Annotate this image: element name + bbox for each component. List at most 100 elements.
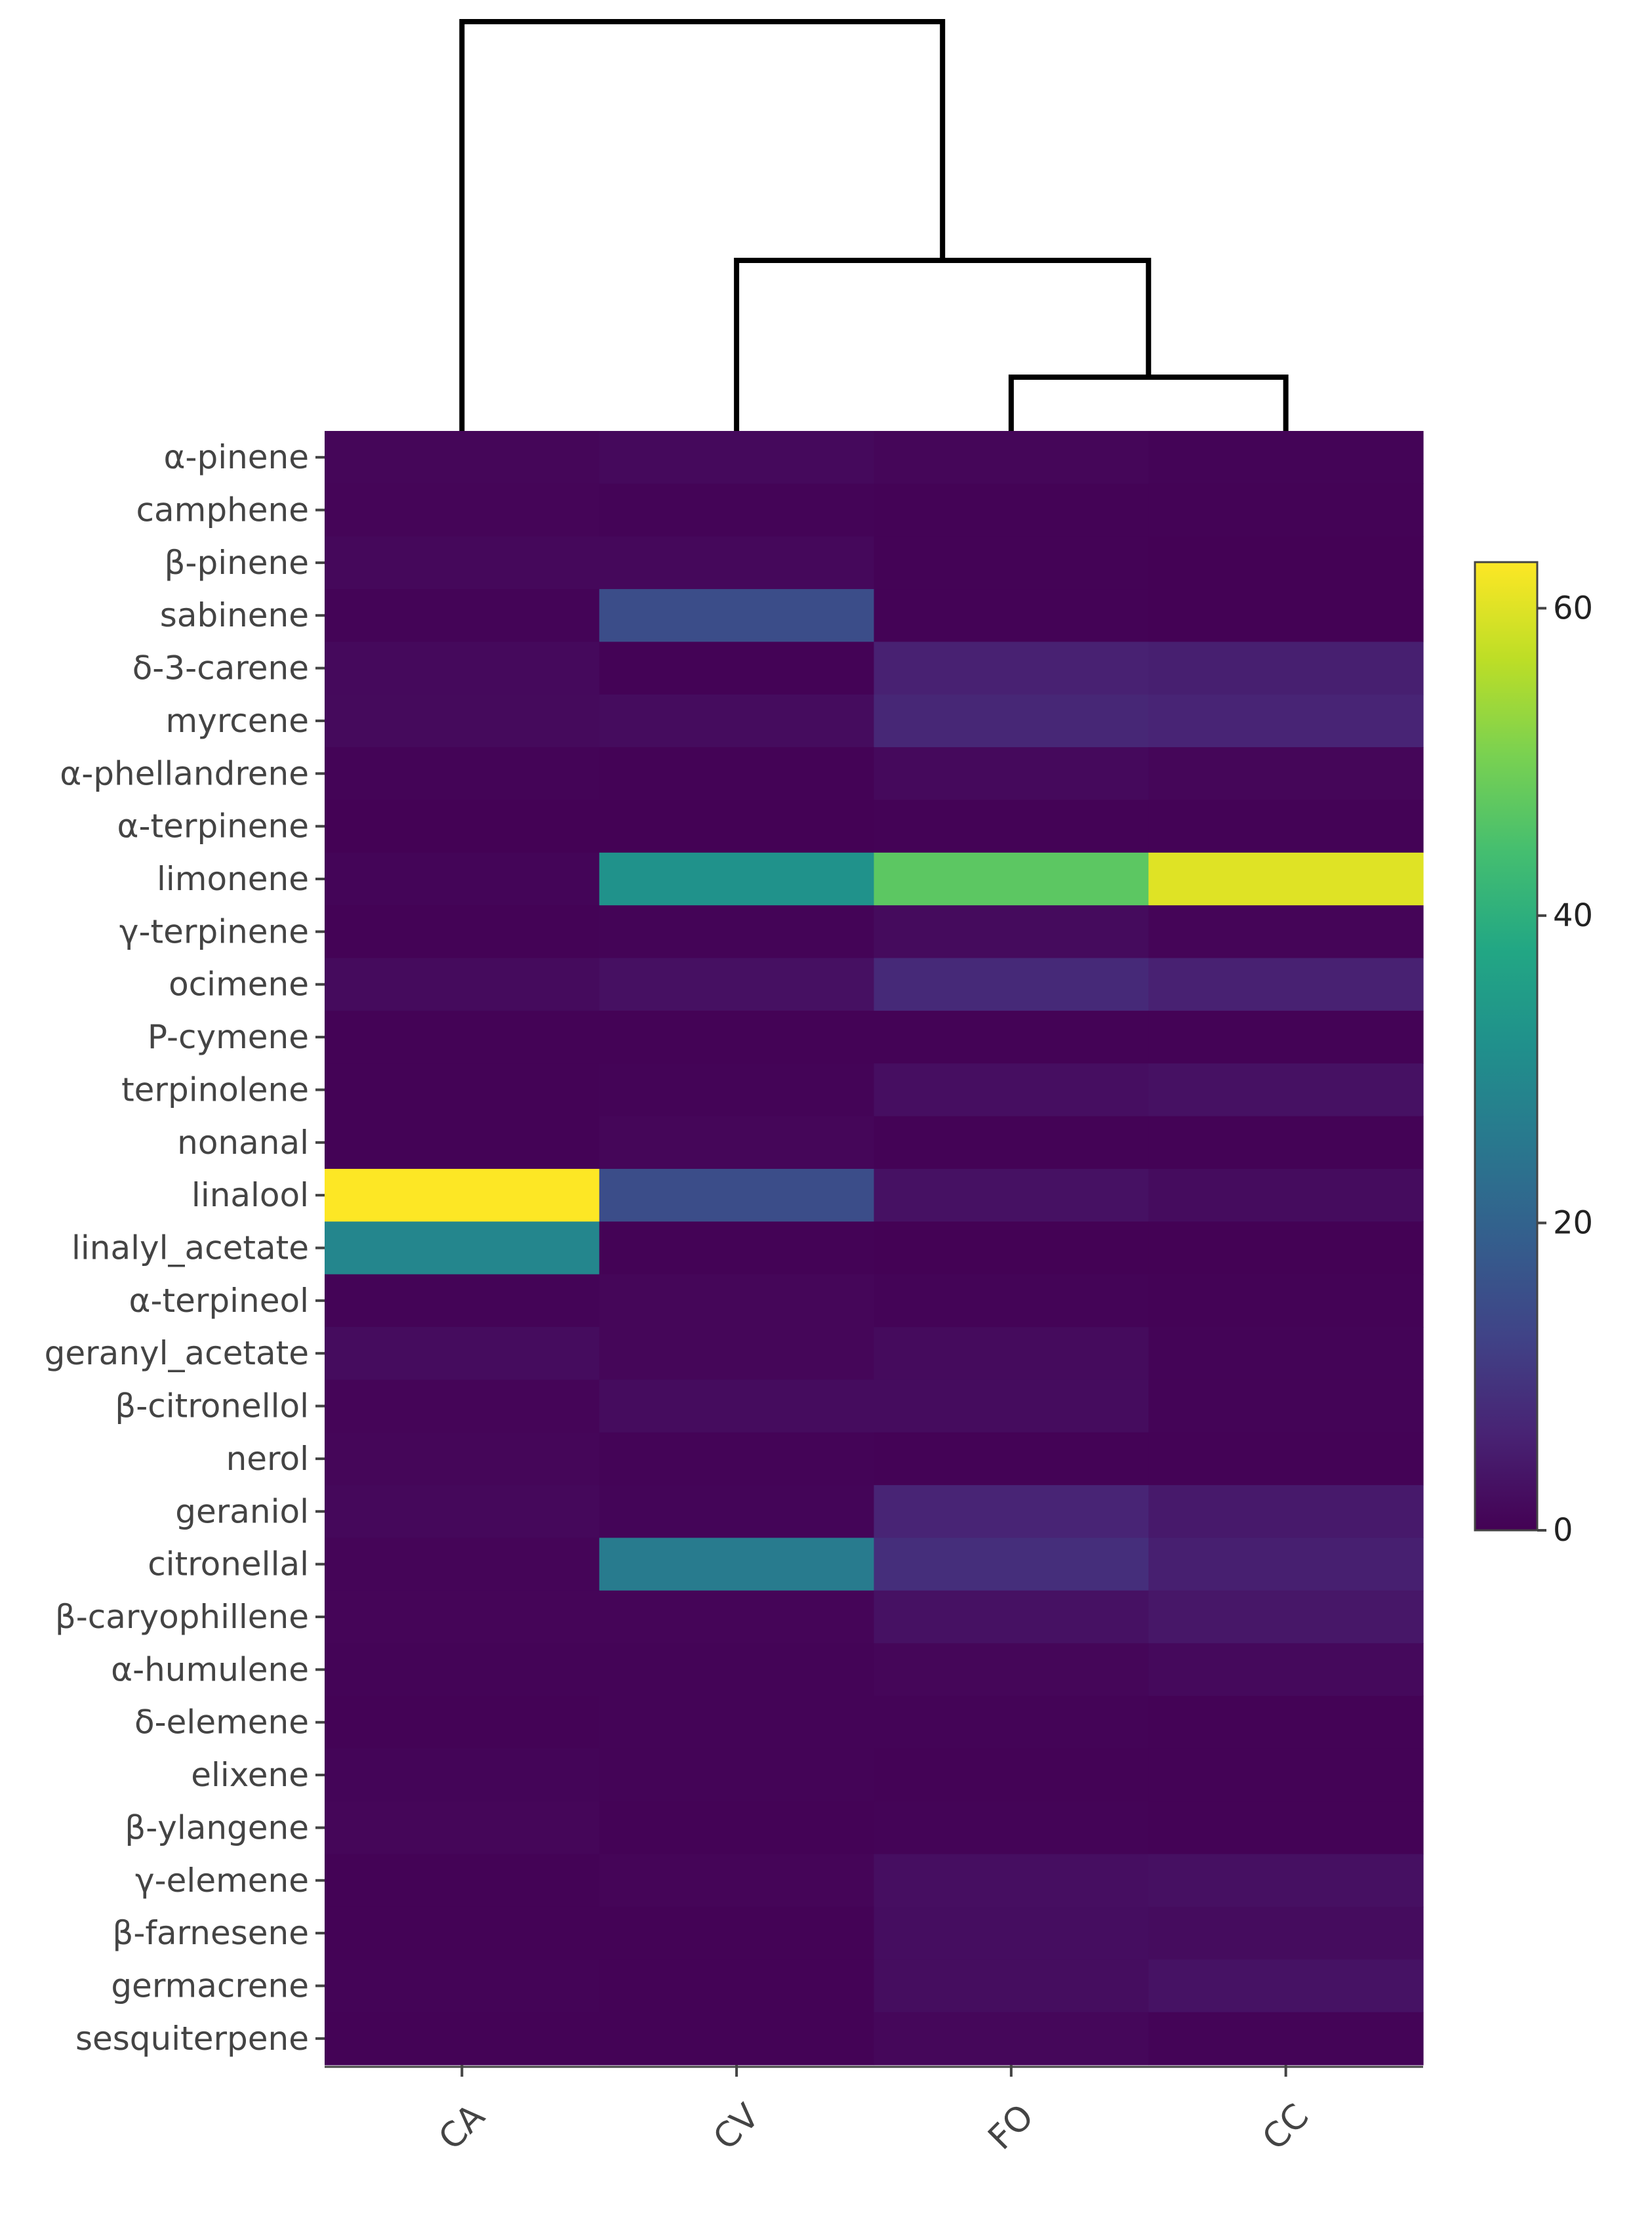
heatmap-cell xyxy=(874,1801,1149,1855)
heatmap-cells xyxy=(325,431,1424,2066)
row-label-sabinene: sabinene xyxy=(160,596,309,634)
heatmap-cell xyxy=(1148,431,1424,484)
heatmap-cell xyxy=(874,800,1149,853)
colorbar-tick-label: 60 xyxy=(1553,590,1593,626)
heatmap-cell xyxy=(874,483,1149,537)
heatmap-cell xyxy=(599,1327,875,1380)
heatmap-cell xyxy=(874,1221,1149,1275)
heatmap-cell xyxy=(599,1063,875,1117)
row-label-phellandrene: α-phellandrene xyxy=(60,754,309,792)
heatmap-cell xyxy=(599,1485,875,1539)
dendrogram-link xyxy=(1008,375,1289,434)
heatmap-cell xyxy=(1148,1485,1424,1539)
heatmap-cell xyxy=(325,747,600,801)
row-label-sesquiterpene: sesquiterpene xyxy=(75,2020,309,2058)
heatmap-cell xyxy=(325,1432,600,1486)
column-label-cc: CC xyxy=(1255,2096,1317,2158)
row-label-terpinene: α-terpinene xyxy=(117,807,309,846)
heatmap-cell xyxy=(599,1274,875,1328)
colorbar: 0 20 40 60 xyxy=(1474,561,1593,1549)
heatmap-cell xyxy=(874,1696,1149,1749)
heatmap-cell xyxy=(325,694,600,748)
heatmap-cell xyxy=(874,958,1149,1011)
heatmap-cell xyxy=(874,1063,1149,1117)
heatmap-cell xyxy=(325,536,600,590)
row-label-pinene: α-pinene xyxy=(163,438,309,476)
heatmap-cell xyxy=(874,905,1149,959)
heatmap-cell xyxy=(1148,1906,1424,1960)
heatmap-cell xyxy=(599,1854,875,1907)
heatmap-cell xyxy=(1148,1959,1424,2013)
heatmap-cell xyxy=(599,1748,875,1802)
heatmap-cell xyxy=(599,800,875,853)
heatmap-cell xyxy=(1148,1327,1424,1380)
heatmap-cell xyxy=(1148,1748,1424,1802)
heatmap-cell xyxy=(325,642,600,695)
heatmap-cell xyxy=(599,483,875,537)
row-label-elemene: γ-elemene xyxy=(135,1862,309,1900)
dendrogram-link xyxy=(459,19,946,434)
heatmap-cell xyxy=(1148,1274,1424,1328)
heatmap-cell xyxy=(325,1748,600,1802)
heatmap-cell xyxy=(1148,1010,1424,1064)
heatmap-cell xyxy=(325,483,600,537)
row-label-geranyl-acetate: geranyl_acetate xyxy=(45,1334,309,1372)
heatmap-cell xyxy=(1148,852,1424,906)
colorbar-tick-label: 0 xyxy=(1553,1512,1573,1549)
row-label-terpinene: γ-terpinene xyxy=(119,912,309,950)
row-label-elixene: elixene xyxy=(191,1756,309,1794)
heatmap-cell xyxy=(325,852,600,906)
heatmap-cell xyxy=(325,1959,600,2013)
heatmap-cell xyxy=(874,1168,1149,1222)
heatmap-cell xyxy=(874,431,1149,484)
heatmap-cell xyxy=(599,1538,875,1591)
heatmap-cell xyxy=(1148,1432,1424,1486)
heatmap-cell xyxy=(325,1063,600,1117)
heatmap-cell xyxy=(599,852,875,906)
heatmap-cell xyxy=(599,642,875,695)
heatmap-cell xyxy=(1148,747,1424,801)
row-label-ocimene: ocimene xyxy=(169,966,309,1004)
heatmap-cell xyxy=(325,1854,600,1907)
heatmap-cell xyxy=(1148,1590,1424,1644)
heatmap-cell xyxy=(325,1327,600,1380)
row-label-pinene: β-pinene xyxy=(165,544,309,582)
heatmap-cell xyxy=(874,642,1149,695)
heatmap-cell xyxy=(325,1010,600,1064)
heatmap-cell xyxy=(599,2012,875,2066)
heatmap-cell xyxy=(874,1643,1149,1697)
dendrogram-link xyxy=(734,258,1152,434)
heatmap-cell xyxy=(325,1116,600,1170)
row-label-geraniol: geraniol xyxy=(175,1492,309,1530)
heatmap-cell xyxy=(599,1116,875,1170)
heatmap-cell xyxy=(325,1485,600,1539)
heatmap-cell xyxy=(599,1643,875,1697)
heatmap-cell xyxy=(1148,1379,1424,1433)
heatmap-cell xyxy=(874,1327,1149,1380)
heatmap-cell xyxy=(599,1696,875,1749)
heatmap-cell xyxy=(1148,958,1424,1011)
row-label-elemene: δ-elemene xyxy=(134,1703,309,1742)
heatmap-cell xyxy=(325,1168,600,1222)
heatmap-cell xyxy=(874,1906,1149,1960)
heatmap-cell xyxy=(1148,694,1424,748)
heatmap-cell xyxy=(1148,1854,1424,1907)
heatmap-cell xyxy=(599,905,875,959)
heatmap-cell xyxy=(325,1221,600,1275)
heatmap-cell xyxy=(599,1168,875,1222)
column-dendrogram xyxy=(459,19,1289,434)
heatmap-cell xyxy=(874,852,1149,906)
row-label-citronellal: citronellal xyxy=(148,1545,309,1583)
column-label-fo: FO xyxy=(981,2097,1042,2158)
heatmap-cell xyxy=(599,536,875,590)
heatmap-cell xyxy=(325,958,600,1011)
heatmap-cell xyxy=(874,1538,1149,1591)
row-axis: α-pinene camphene β-pinene sabinene δ-3-care… xyxy=(45,438,325,2058)
heatmap-cell xyxy=(599,589,875,643)
row-label-linalyl-acetate: linalyl_acetate xyxy=(71,1229,309,1267)
row-label-nerol: nerol xyxy=(226,1440,309,1478)
heatmap-cell xyxy=(599,1379,875,1433)
row-label-linalool: linalool xyxy=(191,1176,309,1214)
row-label-p-cymene: P-cymene xyxy=(148,1018,309,1056)
